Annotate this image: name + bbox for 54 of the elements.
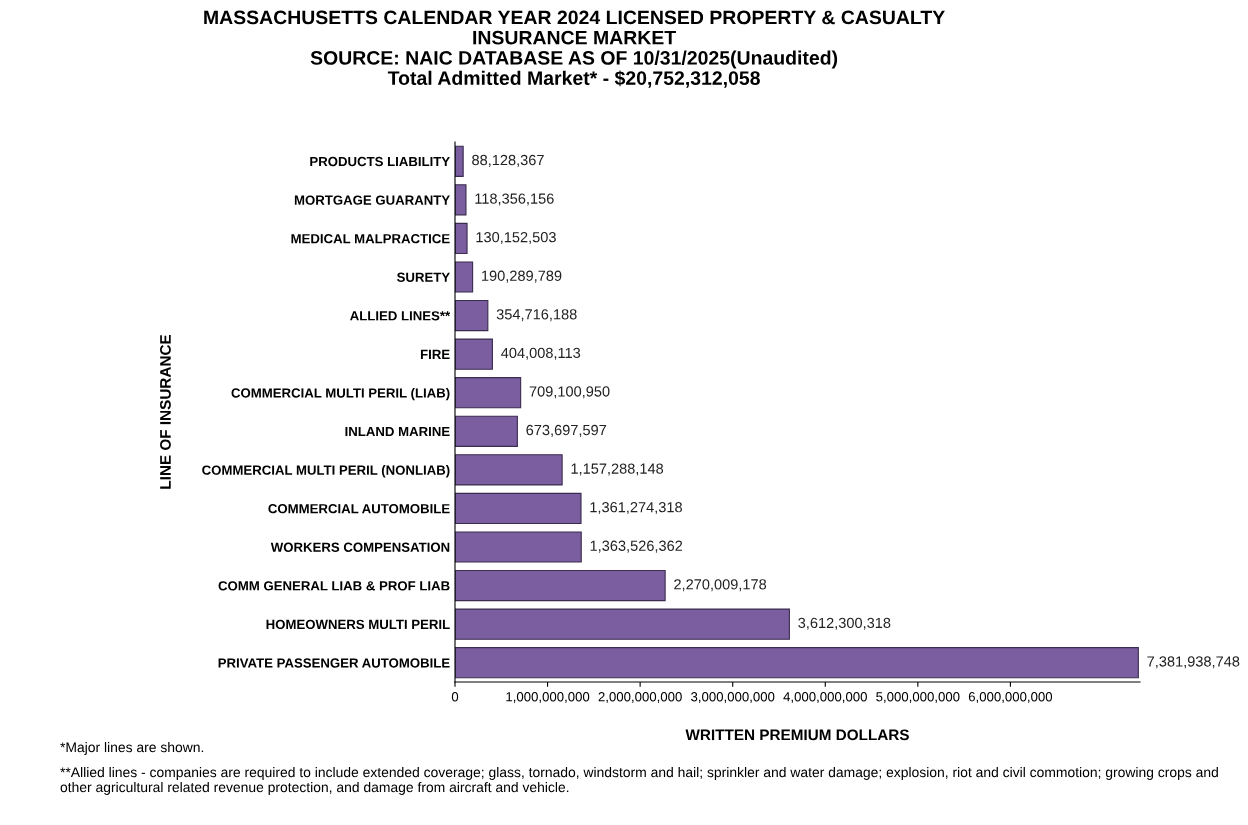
y-tick-label: FIRE xyxy=(420,349,450,359)
y-tick-label: INLAND MARINE xyxy=(345,426,450,437)
data-label: 354,716,188 xyxy=(496,309,577,322)
y-tick-label: COMMERCIAL MULTI PERIL (LIAB) xyxy=(231,387,450,401)
y-tick-label: COMMERCIAL MULTI PERIL (NONLIAB) xyxy=(202,465,450,478)
bar xyxy=(455,454,563,486)
y-tick-label: PRIVATE PASSENGER AUTOMOBILE xyxy=(218,658,450,668)
data-label: 1,157,288,148 xyxy=(571,463,664,476)
data-label: 1,363,526,362 xyxy=(590,540,683,553)
y-tick-label: COMMERCIAL AUTOMOBILE xyxy=(268,504,450,514)
y-tick-label: MEDICAL MALPRACTICE xyxy=(291,234,450,244)
bar xyxy=(455,299,489,332)
bar xyxy=(455,647,1139,679)
y-tick-label: HOMEOWNERS MULTI PERIL xyxy=(266,619,450,630)
bar xyxy=(455,415,518,447)
x-tick-label: 3,000,000,000 xyxy=(691,692,775,703)
text: *Major lines are shown. xyxy=(60,742,204,755)
data-label: 2,270,009,178 xyxy=(674,579,767,592)
bar xyxy=(455,569,666,602)
bar xyxy=(455,531,582,563)
bar xyxy=(455,608,790,640)
y-tick-label: COMM GENERAL LIAB & PROF LIAB xyxy=(218,581,450,591)
bar xyxy=(455,492,582,525)
y-tick-label: ALLIED LINES** xyxy=(350,311,451,321)
x-tick-label: 6,000,000,000 xyxy=(968,692,1053,703)
y-tick-label: SURETY xyxy=(397,272,450,282)
y-tick-label: WORKERS COMPENSATION xyxy=(270,542,450,552)
data-label: 130,152,503 xyxy=(476,232,556,245)
bar xyxy=(455,261,474,293)
bar xyxy=(455,184,467,216)
chart-title: MASSACHUSETTS CALENDAR YEAR 2024 LICENSED PROPERTY & CASUALTY INSURANCE MARKET SOURCE: NAIC DATABASE AS OF 10/31/2025(Unaudited) Total Admitted Market* - $20,752,312,058 xyxy=(204,10,945,88)
bar xyxy=(455,145,464,177)
x-tick-label: 0 xyxy=(451,692,459,702)
data-label: 3,612,300,318 xyxy=(798,617,891,630)
data-label: 190,289,789 xyxy=(482,270,562,283)
x-tick-label: 5,000,000,000 xyxy=(876,692,960,703)
y-tick-label: MORTGAGE GUARANTY xyxy=(294,195,450,205)
x-tick-label: 1,000,000,000 xyxy=(506,692,590,703)
data-label: 673,697,597 xyxy=(526,424,607,437)
data-label: 118,356,156 xyxy=(475,193,554,206)
text: **Allied lines - companies are required to include extended coverage; glass, tornado, windstorm and hail; sprinkler and water damage; explosion, riot and civil commotion; growing crops and other agricultural related revenue protection, and damage from aircraft and vehicle. xyxy=(60,767,1218,795)
bar xyxy=(455,338,493,370)
data-label: 7,381,938,748 xyxy=(1147,656,1240,669)
data-label: 404,008,113 xyxy=(501,347,581,360)
data-label: 1,361,274,318 xyxy=(590,502,682,515)
bar xyxy=(455,222,468,255)
data-label: 709,100,950 xyxy=(529,386,610,399)
x-tick-label: 2,000,000,000 xyxy=(598,692,682,703)
bar xyxy=(455,377,522,409)
y-tick-label: PRODUCTS LIABILITY xyxy=(310,156,450,167)
x-axis-title: WRITTEN PREMIUM DOLLARS xyxy=(685,729,909,741)
y-axis-title: LINE OF INSURANCE xyxy=(160,334,171,489)
x-tick-label: 4,000,000,000 xyxy=(783,692,867,703)
data-label: 88,128,367 xyxy=(472,154,544,167)
